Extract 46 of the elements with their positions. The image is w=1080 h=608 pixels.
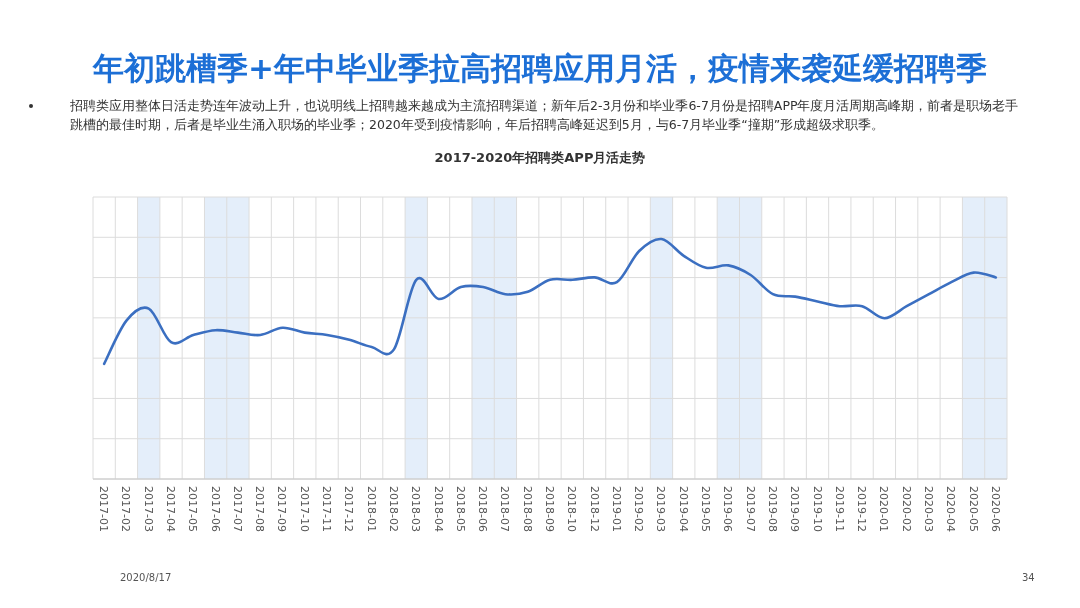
text: 招聘类应用整体日活走势连年波动上升，也说明线上招聘越来越成为主流招聘渠道；新年后2-3月份和毕业季6-7月份是招聘APP年度月活周期高峰期，前者是职场老手跳槽的最佳时期，后者是毕业生涌入职场的毕业季；2020年受到疫情影响，年后招聘高峰延迟到5月，与6-7月毕业季“撞期”形成超级求职季。 [70,97,1020,134]
x-tick-label: 2018-02 [386,486,400,532]
x-tick-label: 2019-07 [743,486,757,532]
x-tick-label: 2017-08 [253,486,267,532]
x-tick-label: 2019-06 [721,486,735,532]
x-tick-label: 2018-12 [587,486,601,532]
x-tick-label: 2017-04 [164,486,178,532]
x-tick-label: 2019-11 [832,486,846,532]
x-tick-label: 2019-03 [654,486,668,532]
x-tick-label: 2019-08 [765,486,779,532]
x-tick-label: 2019-01 [609,486,623,532]
x-tick-label: 2017-12 [342,486,356,532]
x-tick-label: 2017-11 [320,486,334,532]
x-tick-label: 2018-07 [498,486,512,532]
x-tick-label: 2018-04 [431,486,445,532]
x-tick-label: 2019-10 [810,486,824,532]
x-tick-label: 2018-01 [364,486,378,532]
x-tick-label: 2020-01 [877,486,891,532]
chart-title: 年初跳槽季+年中毕业季拉高招聘应用月活，疫情来袭延缓招聘季 [91,49,988,88]
x-tick-label: 2017-10 [297,486,311,532]
x-tick-label: 2017-06 [208,486,222,532]
x-tick-label: 2018-10 [565,486,579,532]
text: 2020/8/17 [120,572,172,583]
x-tick-label: 2020-04 [944,486,958,532]
x-tick-label: 2018-03 [409,486,423,532]
x-tick-label: 2019-09 [788,486,802,532]
x-tick-label: 2019-12 [855,486,869,532]
x-tick-label: 2018-06 [476,486,490,532]
x-tick-label: 2017-01 [97,486,111,532]
x-tick-label: 2018-09 [543,486,556,532]
chart-subtitle: 2017-2020年招聘类APP月活走势 [434,150,646,165]
x-tick-label: 2020-02 [899,486,913,532]
x-tick-label: 2018-05 [453,486,467,532]
x-tick-label: 2020-03 [921,486,935,532]
x-tick-label: 2020-06 [988,486,1002,532]
x-tick-label: 2019-04 [676,486,690,532]
x-tick-label: 2017-09 [275,486,289,532]
x-tick-label: 2017-02 [119,486,133,532]
x-tick-label: 2018-08 [520,486,534,532]
x-tick-label: 2019-05 [699,486,713,532]
x-tick-label: 2017-05 [186,486,200,532]
x-tick-label: 2020-05 [966,486,980,532]
x-tick-label: 2019-02 [632,486,646,532]
x-tick-label: 2017-03 [141,486,155,532]
text: 34 [1022,572,1035,583]
x-tick-label: 2017-07 [230,486,244,532]
